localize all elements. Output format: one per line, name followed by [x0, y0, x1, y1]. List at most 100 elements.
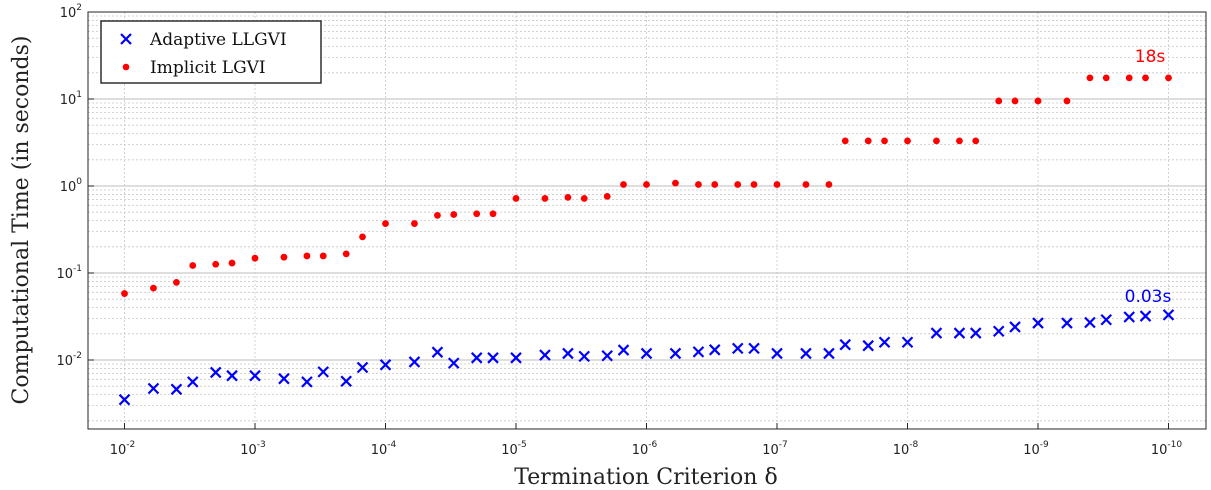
- point-implicit-lgvi: [541, 195, 549, 202]
- point-adaptive-llgvi: [692, 346, 705, 358]
- point-adaptive-llgvi: [278, 372, 290, 385]
- x-tick-label: 10-7: [762, 440, 788, 458]
- point-implicit-lgvi: [841, 137, 849, 145]
- point-implicit-lgvi: [750, 181, 758, 188]
- point-adaptive-llgvi: [862, 339, 874, 352]
- legend-marker-dot: [122, 63, 130, 71]
- point-adaptive-llgvi: [1061, 317, 1073, 329]
- point-implicit-lgvi: [512, 195, 520, 202]
- point-adaptive-llgvi: [1009, 321, 1021, 333]
- legend-label-adaptive-llgvi: Adaptive LLGVI: [149, 30, 287, 50]
- x-tick-label: 10-2: [110, 440, 136, 458]
- point-adaptive-llgvi: [601, 349, 613, 362]
- point-adaptive-llgvi: [1100, 313, 1113, 326]
- data-points: [118, 74, 1175, 406]
- point-adaptive-llgvi: [317, 366, 330, 378]
- point-implicit-lgvi: [564, 193, 572, 201]
- point-implicit-lgvi: [434, 211, 441, 219]
- legend-marker-cross: [120, 33, 132, 45]
- point-adaptive-llgvi: [930, 327, 943, 339]
- point-implicit-lgvi: [1063, 97, 1071, 105]
- y-tick-label: 10-2: [56, 351, 82, 369]
- point-adaptive-llgvi: [249, 369, 261, 382]
- point-adaptive-llgvi: [226, 369, 238, 382]
- point-implicit-lgvi: [173, 278, 180, 286]
- point-implicit-lgvi: [411, 220, 418, 227]
- point-adaptive-llgvi: [969, 327, 982, 339]
- point-implicit-lgvi: [121, 290, 128, 297]
- axis-ticks: 10-2 10-3 10-4 10-5 10-6 10-7 10-8 10-9 10-10 10-…: [56, 3, 1182, 458]
- x-tick-label: 10-5: [501, 440, 527, 458]
- x-tick-label: 10-10: [1151, 440, 1183, 458]
- point-implicit-lgvi: [228, 259, 236, 267]
- point-implicit-lgvi: [603, 192, 611, 200]
- x-tick-label: 10-3: [240, 440, 266, 458]
- point-adaptive-llgvi: [379, 359, 392, 371]
- point-implicit-lgvi: [995, 97, 1003, 105]
- point-implicit-lgvi: [881, 137, 888, 145]
- point-adaptive-llgvi: [186, 376, 199, 388]
- point-adaptive-llgvi: [669, 347, 682, 360]
- point-implicit-lgvi: [189, 262, 197, 269]
- point-implicit-lgvi: [711, 181, 719, 188]
- y-tick-label: 101: [60, 90, 82, 108]
- y-axis-label: Computational Time (in seconds): [9, 36, 34, 405]
- point-implicit-lgvi: [251, 254, 259, 262]
- point-adaptive-llgvi: [431, 346, 444, 358]
- point-implicit-lgvi: [1102, 74, 1110, 82]
- point-implicit-lgvi: [212, 260, 220, 268]
- point-adaptive-llgvi: [578, 350, 591, 363]
- point-adaptive-llgvi: [209, 366, 222, 379]
- point-implicit-lgvi: [319, 252, 327, 260]
- y-tick-label: 102: [60, 3, 82, 21]
- point-adaptive-llgvi: [640, 347, 653, 360]
- point-implicit-lgvi: [150, 284, 157, 292]
- point-adaptive-llgvi: [301, 376, 313, 388]
- point-adaptive-llgvi: [562, 347, 574, 360]
- point-implicit-lgvi: [1011, 97, 1019, 105]
- point-implicit-lgvi: [672, 179, 679, 187]
- point-implicit-lgvi: [1165, 74, 1172, 82]
- point-adaptive-llgvi: [118, 393, 131, 406]
- point-adaptive-llgvi: [748, 342, 760, 355]
- point-implicit-lgvi: [1034, 97, 1042, 105]
- point-adaptive-llgvi: [470, 352, 483, 364]
- point-implicit-lgvi: [1142, 74, 1149, 82]
- point-implicit-lgvi: [825, 181, 833, 188]
- point-adaptive-llgvi: [510, 352, 522, 364]
- x-tick-label: 10-6: [632, 440, 658, 458]
- point-adaptive-llgvi: [447, 357, 460, 369]
- point-implicit-lgvi: [359, 233, 366, 241]
- point-adaptive-llgvi: [953, 327, 966, 339]
- point-implicit-lgvi: [1086, 74, 1094, 82]
- point-adaptive-llgvi: [1123, 311, 1135, 323]
- point-adaptive-llgvi: [708, 344, 721, 356]
- point-adaptive-llgvi: [487, 352, 499, 364]
- point-adaptive-llgvi: [731, 342, 744, 355]
- point-adaptive-llgvi: [408, 356, 421, 368]
- point-implicit-lgvi: [280, 253, 288, 261]
- point-adaptive-llgvi: [800, 347, 812, 360]
- point-implicit-lgvi: [773, 181, 781, 188]
- point-implicit-lgvi: [802, 181, 810, 188]
- legend-box: [100, 20, 322, 84]
- point-implicit-lgvi: [580, 195, 588, 202]
- point-implicit-lgvi: [620, 181, 627, 188]
- point-implicit-lgvi: [864, 137, 872, 145]
- x-tick-label: 10-9: [1023, 440, 1049, 458]
- point-adaptive-llgvi: [771, 347, 783, 360]
- point-adaptive-llgvi: [147, 382, 160, 395]
- point-adaptive-llgvi: [823, 347, 835, 360]
- point-implicit-lgvi: [904, 137, 911, 145]
- point-adaptive-llgvi: [901, 336, 914, 349]
- point-implicit-lgvi: [450, 211, 458, 218]
- point-adaptive-llgvi: [170, 383, 183, 396]
- x-tick-label: 10-8: [893, 440, 919, 458]
- point-adaptive-llgvi: [340, 375, 352, 388]
- point-adaptive-llgvi: [839, 338, 852, 351]
- point-implicit-lgvi: [382, 220, 389, 227]
- y-tick-label: 10-1: [56, 264, 82, 282]
- point-implicit-lgvi: [473, 210, 481, 218]
- point-adaptive-llgvi: [992, 325, 1005, 338]
